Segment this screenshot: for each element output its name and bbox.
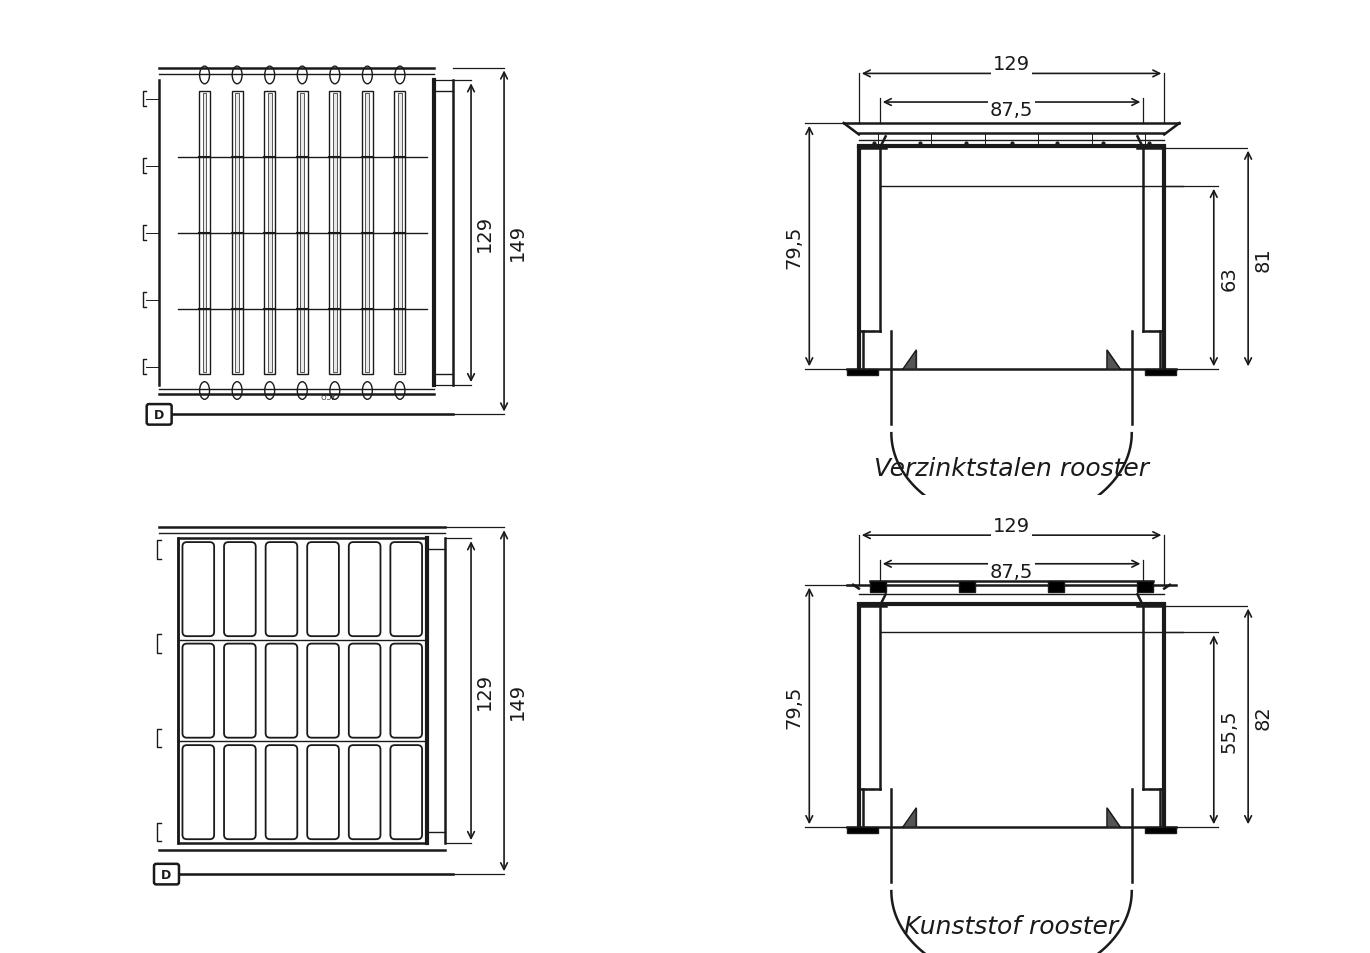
Text: 149: 149 xyxy=(507,682,526,720)
Text: 129: 129 xyxy=(474,673,493,709)
Text: 129: 129 xyxy=(993,517,1030,536)
Bar xyxy=(264,92,275,375)
Bar xyxy=(1145,370,1175,375)
Bar xyxy=(848,370,878,375)
FancyBboxPatch shape xyxy=(153,864,179,884)
Bar xyxy=(959,581,974,593)
Ellipse shape xyxy=(264,67,274,85)
FancyBboxPatch shape xyxy=(182,644,214,738)
FancyBboxPatch shape xyxy=(266,542,297,637)
Text: 63: 63 xyxy=(1219,266,1238,291)
FancyBboxPatch shape xyxy=(266,644,297,738)
Text: D: D xyxy=(162,867,171,881)
Bar xyxy=(366,94,370,373)
Text: 79,5: 79,5 xyxy=(785,684,804,728)
FancyBboxPatch shape xyxy=(307,644,338,738)
Text: 149: 149 xyxy=(507,223,526,260)
FancyBboxPatch shape xyxy=(307,745,338,840)
Ellipse shape xyxy=(264,382,274,400)
Ellipse shape xyxy=(395,67,406,85)
Bar xyxy=(236,94,238,373)
FancyBboxPatch shape xyxy=(266,745,297,840)
Bar xyxy=(178,538,427,843)
Text: 55,5: 55,5 xyxy=(1219,708,1238,752)
FancyBboxPatch shape xyxy=(390,745,422,840)
Bar xyxy=(1137,581,1152,593)
FancyBboxPatch shape xyxy=(390,644,422,738)
Ellipse shape xyxy=(232,67,242,85)
Bar xyxy=(395,92,406,375)
Bar xyxy=(1145,827,1175,833)
Text: 81: 81 xyxy=(1254,247,1273,272)
Ellipse shape xyxy=(297,67,307,85)
Ellipse shape xyxy=(200,67,210,85)
Bar xyxy=(870,581,885,593)
Text: ACO: ACO xyxy=(319,391,334,397)
Ellipse shape xyxy=(395,382,406,400)
Ellipse shape xyxy=(232,382,242,400)
Ellipse shape xyxy=(330,67,340,85)
Text: 79,5: 79,5 xyxy=(785,225,804,269)
Bar xyxy=(203,94,207,373)
Ellipse shape xyxy=(297,382,307,400)
Bar xyxy=(232,92,242,375)
Ellipse shape xyxy=(330,382,340,400)
Bar xyxy=(333,94,337,373)
Polygon shape xyxy=(1107,808,1121,827)
FancyBboxPatch shape xyxy=(147,405,171,425)
Bar xyxy=(362,92,373,375)
FancyBboxPatch shape xyxy=(349,644,381,738)
Text: Kunststof rooster: Kunststof rooster xyxy=(904,914,1119,939)
FancyBboxPatch shape xyxy=(390,542,422,637)
FancyBboxPatch shape xyxy=(349,745,381,840)
Bar xyxy=(178,81,427,386)
FancyBboxPatch shape xyxy=(307,542,338,637)
FancyBboxPatch shape xyxy=(225,542,256,637)
Bar xyxy=(399,94,401,373)
Text: D: D xyxy=(153,409,164,421)
Bar xyxy=(297,92,308,375)
FancyBboxPatch shape xyxy=(182,745,214,840)
Text: 129: 129 xyxy=(993,55,1030,74)
Text: 87,5: 87,5 xyxy=(991,562,1033,581)
Bar xyxy=(848,827,878,833)
Text: Verzinktstalen rooster: Verzinktstalen rooster xyxy=(874,456,1149,481)
Polygon shape xyxy=(903,351,917,370)
Text: 87,5: 87,5 xyxy=(991,101,1033,120)
Bar xyxy=(1048,581,1063,593)
FancyBboxPatch shape xyxy=(225,644,256,738)
Ellipse shape xyxy=(200,382,210,400)
FancyBboxPatch shape xyxy=(182,542,214,637)
Bar xyxy=(199,92,210,375)
Text: 129: 129 xyxy=(474,215,493,252)
Bar xyxy=(329,92,340,375)
Bar xyxy=(300,94,304,373)
Ellipse shape xyxy=(363,67,373,85)
Bar xyxy=(267,94,271,373)
Polygon shape xyxy=(903,808,917,827)
FancyBboxPatch shape xyxy=(349,542,381,637)
Ellipse shape xyxy=(363,382,373,400)
FancyBboxPatch shape xyxy=(225,745,256,840)
Polygon shape xyxy=(1107,351,1121,370)
Text: 82: 82 xyxy=(1254,704,1273,729)
